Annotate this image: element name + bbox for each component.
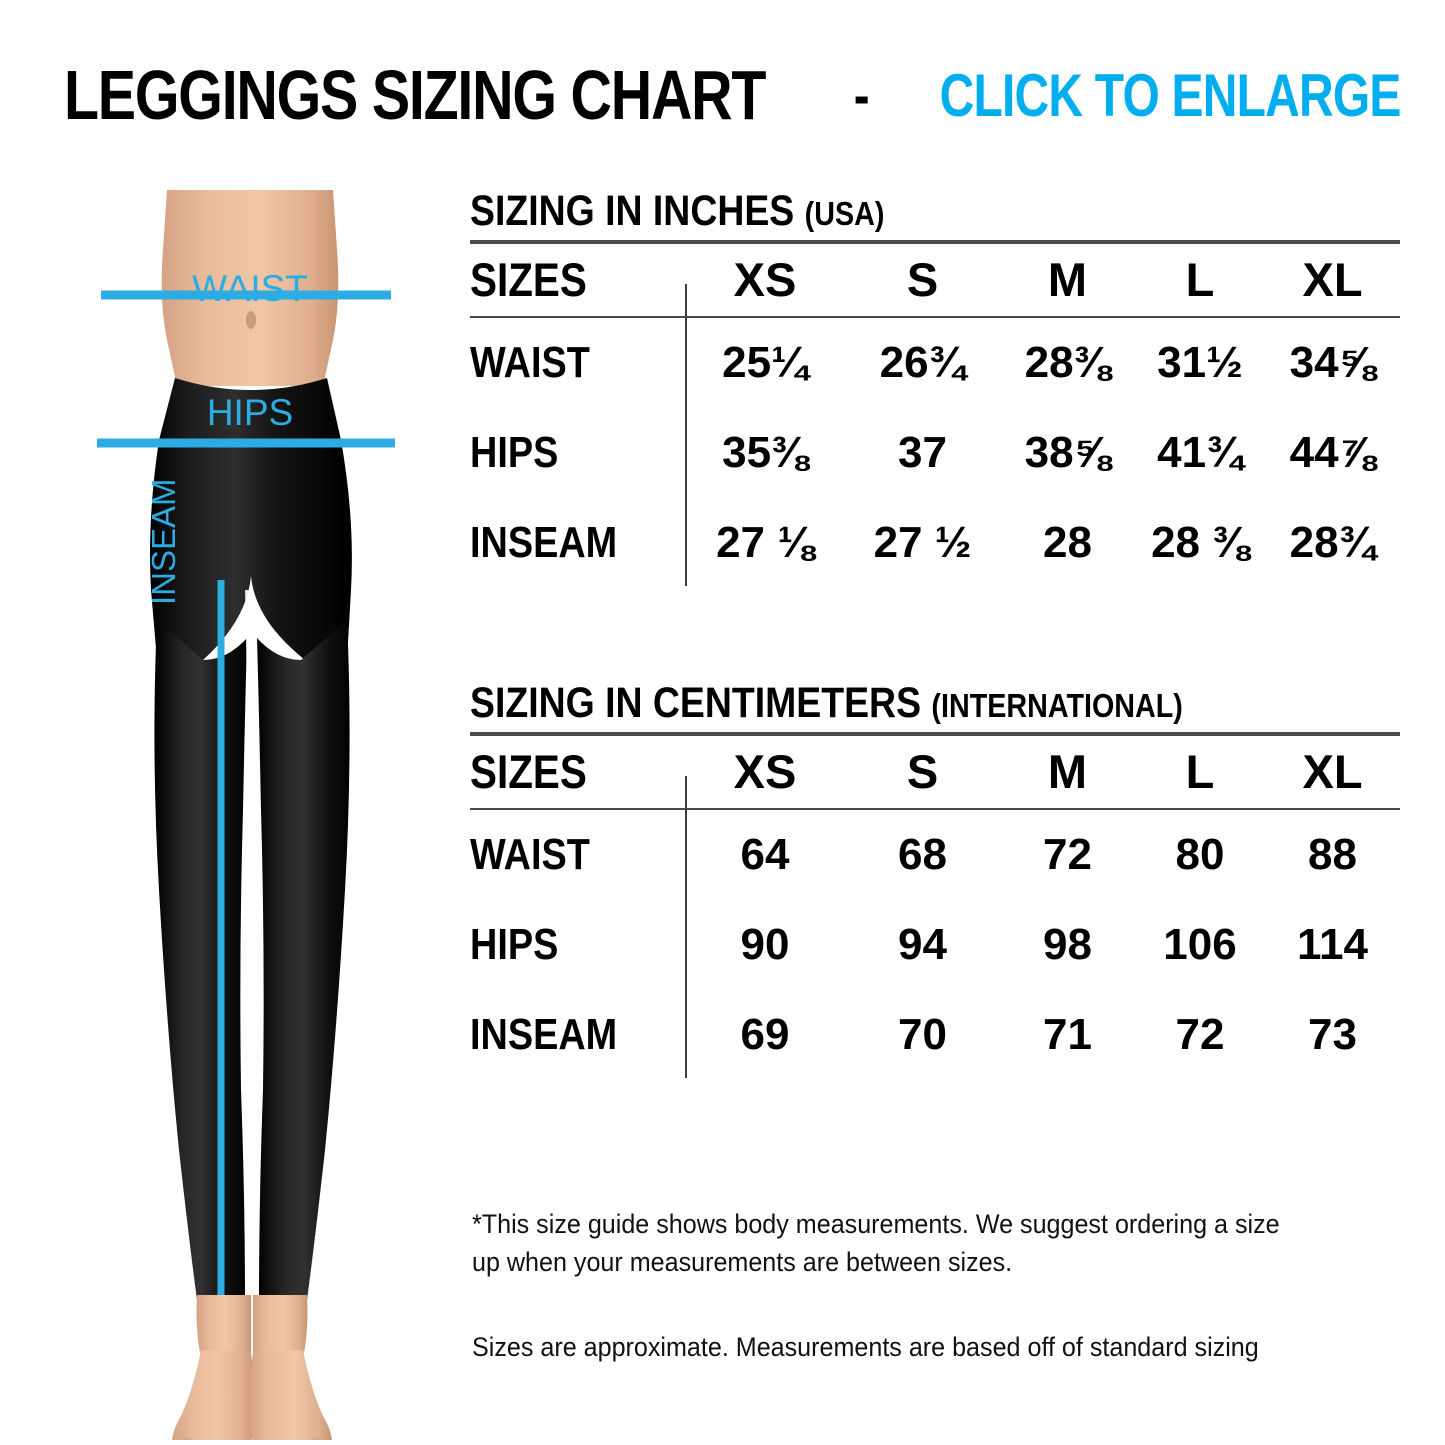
cm-row-label-waist: WAIST	[470, 829, 590, 879]
sizing-section-inches: SIZING IN INCHES (USA) SIZES XS S M L XL	[470, 187, 1405, 588]
cm-column-divider	[685, 775, 687, 1078]
cm-inseam-xl: 73	[1308, 1009, 1357, 1059]
inches-table: SIZES XS S M L XL	[470, 244, 1400, 316]
cm-col-s: S	[906, 745, 939, 799]
leggings-illustration[interactable]: WAIST HIPS INSEAM	[55, 190, 445, 1440]
cm-hips-s: 94	[898, 919, 947, 969]
cm-inseam-l: 72	[1175, 1009, 1225, 1059]
inches-hips-s: 37	[898, 427, 947, 477]
inches-waist-xl: 34⅝	[1289, 337, 1376, 387]
cm-hips-m: 98	[1043, 919, 1092, 969]
footnote-line-3: Sizes are approximate. Measurements are …	[472, 1331, 1259, 1362]
cm-waist-xs: 64	[740, 829, 790, 879]
cm-col-xl: XL	[1302, 745, 1363, 799]
cm-col-xs: XS	[733, 745, 797, 799]
cm-inseam-s: 70	[898, 1009, 947, 1059]
cm-waist-l: 80	[1175, 829, 1225, 879]
click-to-enlarge-label[interactable]: CLICK TO ENLARGE	[939, 61, 1401, 129]
inches-col-xl: XL	[1302, 253, 1363, 307]
cm-waist-m: 72	[1043, 829, 1092, 879]
page-title-main: LEGGINGS SIZING CHART	[64, 56, 766, 134]
section-title-cm: SIZING IN CENTIMETERS (INTERNATIONAL)	[470, 678, 1283, 727]
inches-body: WAIST 25¼ 26¾ 28⅜ 31½ 34⅝ HIPS 35⅜ 37 38…	[470, 318, 1400, 588]
section-rule-cm	[470, 731, 1400, 736]
inches-column-divider	[685, 283, 687, 586]
inches-col-s: S	[906, 253, 939, 307]
section-title-cm-sub: (INTERNATIONAL)	[931, 686, 1183, 724]
inches-row-label-hips: HIPS	[470, 427, 559, 477]
inches-waist-s: 26¾	[879, 337, 966, 387]
leggings-figure-graphic	[97, 190, 395, 1440]
cm-table: SIZES XS S M L XL	[470, 736, 1400, 808]
cm-body: WAIST 64 68 72 80 88 HIPS 90 94 98 106 1…	[470, 810, 1400, 1080]
sizing-section-centimeters: SIZING IN CENTIMETERS (INTERNATIONAL) SI…	[470, 678, 1405, 1080]
page-title-separator: -	[854, 62, 870, 128]
inches-hips-m: 38⅝	[1024, 427, 1111, 477]
inches-inseam-xl: 28¾	[1289, 517, 1376, 567]
inches-hips-xs: 35⅜	[722, 427, 808, 477]
cm-waist-xl: 88	[1308, 829, 1357, 879]
section-title-inches-text: SIZING IN INCHES	[470, 187, 795, 235]
cm-col-m: M	[1047, 745, 1088, 799]
cm-col-sizes: SIZES	[470, 745, 587, 799]
cm-waist-s: 68	[898, 829, 947, 879]
section-rule-inches	[470, 239, 1400, 244]
cm-inseam-xs: 69	[740, 1009, 790, 1059]
inches-inseam-l: 28 ⅜	[1151, 517, 1249, 567]
table-row: HIPS 35⅜ 37 38⅝ 41¾ 44⅞	[470, 408, 1400, 498]
inches-row-label-waist: WAIST	[470, 337, 590, 387]
table-row: INSEAM 69 70 71 72 73	[470, 990, 1400, 1080]
inches-hips-l: 41¾	[1157, 427, 1243, 477]
page-title: LEGGINGS SIZING CHART - CLICK TO ENLARGE	[0, 52, 1445, 138]
footnote-line-1: *This size guide shows body measurements…	[472, 1209, 1280, 1239]
inches-inseam-s: 27 ½	[873, 517, 972, 567]
section-title-inches: SIZING IN INCHES (USA)	[470, 187, 1283, 235]
section-title-inches-sub: (USA)	[804, 195, 885, 232]
inches-inseam-xs: 27 ⅛	[716, 517, 814, 567]
cm-header-underline	[470, 807, 1400, 810]
footnotes: *This size guide shows body measurements…	[472, 1205, 1407, 1366]
sizing-tables: SIZING IN INCHES (USA) SIZES XS S M L XL	[470, 187, 1405, 1080]
inches-inseam-m: 28	[1043, 517, 1092, 567]
cm-row-label-inseam: INSEAM	[470, 1009, 618, 1059]
inches-col-l: L	[1185, 253, 1215, 307]
table-row: WAIST 64 68 72 80 88	[470, 810, 1400, 900]
table-row: WAIST 25¼ 26¾ 28⅜ 31½ 34⅝	[470, 318, 1400, 408]
inches-col-xs: XS	[733, 253, 797, 307]
footnote-line-2: up when your measurements are between si…	[472, 1247, 1013, 1278]
cm-hips-l: 106	[1163, 919, 1237, 969]
inches-waist-xs: 25¼	[722, 337, 808, 387]
cm-hips-xl: 114	[1297, 919, 1368, 969]
cm-col-l: L	[1185, 745, 1215, 799]
cm-row-label-hips: HIPS	[470, 919, 559, 969]
cm-hips-xs: 90	[740, 919, 790, 969]
cm-header-row: SIZES XS S M L XL	[470, 736, 1400, 808]
inches-hips-xl: 44⅞	[1289, 427, 1376, 477]
table-row: HIPS 90 94 98 106 114	[470, 900, 1400, 990]
inches-col-m: M	[1047, 253, 1088, 307]
table-row: INSEAM 27 ⅛ 27 ½ 28 28 ⅜ 28¾	[470, 498, 1400, 588]
inches-header-underline	[470, 315, 1400, 318]
inches-row-label-inseam: INSEAM	[470, 517, 618, 567]
inches-waist-m: 28⅜	[1024, 337, 1111, 387]
inches-col-sizes: SIZES	[470, 253, 587, 307]
inches-header-row: SIZES XS S M L XL	[470, 244, 1400, 316]
section-title-cm-text: SIZING IN CENTIMETERS	[470, 678, 922, 727]
cm-inseam-m: 71	[1043, 1009, 1092, 1059]
inches-waist-l: 31½	[1157, 337, 1243, 387]
